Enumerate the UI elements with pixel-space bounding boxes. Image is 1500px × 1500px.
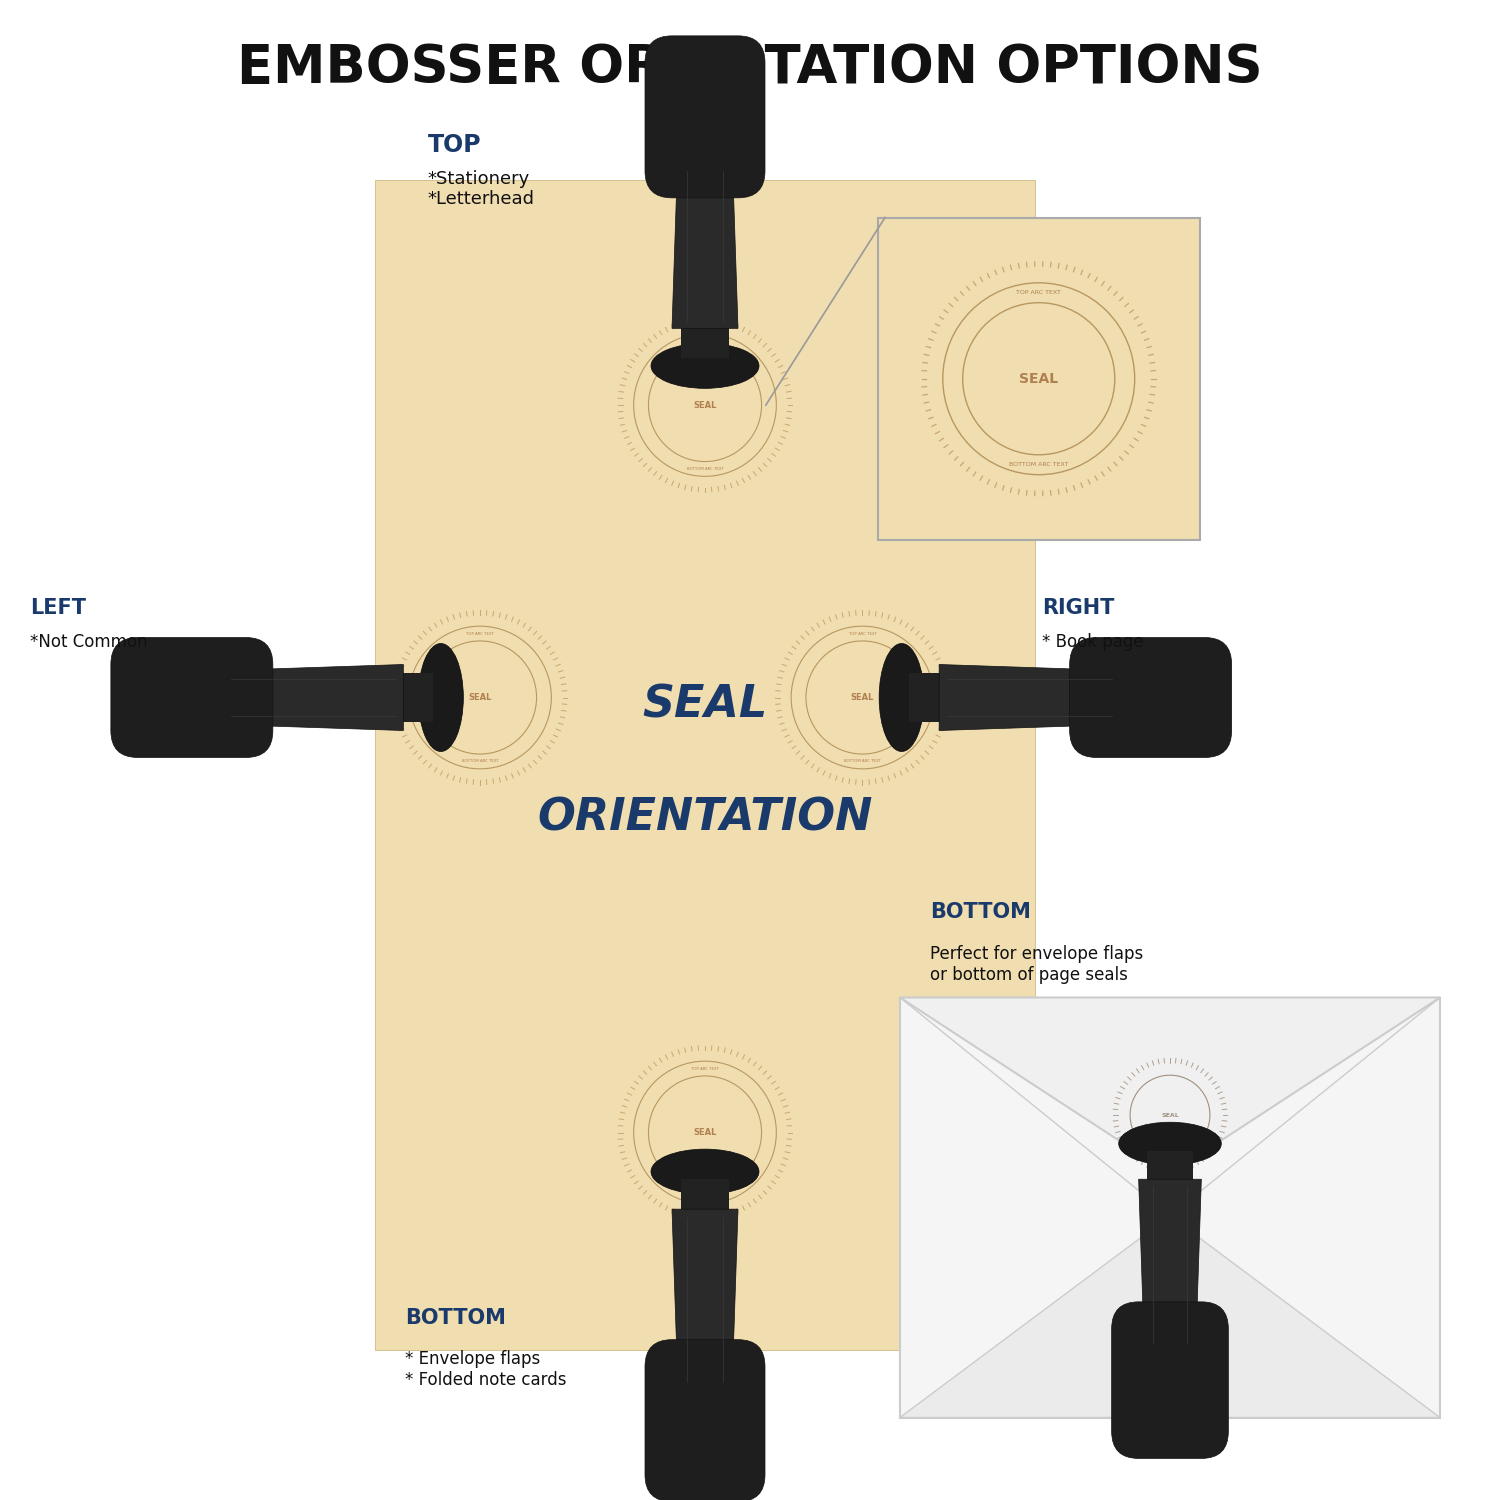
FancyBboxPatch shape xyxy=(878,217,1200,540)
Text: BOTTOM ARC TEXT: BOTTOM ARC TEXT xyxy=(687,466,723,471)
Ellipse shape xyxy=(1119,1122,1221,1166)
FancyBboxPatch shape xyxy=(1112,1302,1228,1458)
Text: TOP ARC TEXT: TOP ARC TEXT xyxy=(466,632,494,636)
FancyBboxPatch shape xyxy=(1070,638,1232,758)
Text: SEAL: SEAL xyxy=(642,684,768,726)
FancyBboxPatch shape xyxy=(645,36,765,198)
Text: *Stationery
*Letterhead: *Stationery *Letterhead xyxy=(427,170,534,208)
Text: TOP: TOP xyxy=(427,134,482,158)
FancyBboxPatch shape xyxy=(681,321,729,358)
Text: SEAL: SEAL xyxy=(693,1128,717,1137)
FancyBboxPatch shape xyxy=(900,998,1440,1418)
FancyBboxPatch shape xyxy=(645,1340,765,1500)
Text: SEAL: SEAL xyxy=(850,693,874,702)
Polygon shape xyxy=(900,1216,1440,1417)
Text: TOP ARC TEXT: TOP ARC TEXT xyxy=(692,1066,718,1071)
Text: TOP ARC TEXT: TOP ARC TEXT xyxy=(1017,291,1060,296)
Text: LEFT: LEFT xyxy=(30,598,86,618)
Polygon shape xyxy=(672,1209,738,1389)
Ellipse shape xyxy=(651,1149,759,1194)
Ellipse shape xyxy=(879,644,924,752)
Text: * Book page: * Book page xyxy=(1042,633,1144,651)
Text: EMBOSSER ORIENTATION OPTIONS: EMBOSSER ORIENTATION OPTIONS xyxy=(237,42,1263,93)
Text: TOP ARC TEXT: TOP ARC TEXT xyxy=(692,339,718,344)
Polygon shape xyxy=(900,998,1440,1174)
Text: BOTTOM: BOTTOM xyxy=(930,903,1030,922)
Text: TOP ARC TEXT: TOP ARC TEXT xyxy=(849,632,876,636)
Text: BOTTOM ARC TEXT: BOTTOM ARC TEXT xyxy=(1010,462,1068,466)
Polygon shape xyxy=(1138,1179,1202,1350)
Text: SEAL: SEAL xyxy=(468,693,492,702)
FancyBboxPatch shape xyxy=(375,180,1035,1350)
Text: BOTTOM: BOTTOM xyxy=(405,1308,506,1328)
Text: * Envelope flaps
* Folded note cards: * Envelope flaps * Folded note cards xyxy=(405,1350,567,1389)
Ellipse shape xyxy=(419,644,464,752)
FancyBboxPatch shape xyxy=(396,674,433,722)
Text: Perfect for envelope flaps
or bottom of page seals: Perfect for envelope flaps or bottom of … xyxy=(930,945,1143,984)
FancyBboxPatch shape xyxy=(681,1179,729,1216)
Text: SEAL: SEAL xyxy=(1019,372,1059,386)
Text: BOTTOM ARC TEXT: BOTTOM ARC TEXT xyxy=(687,1194,723,1198)
Text: SEAL: SEAL xyxy=(1161,1113,1179,1118)
FancyBboxPatch shape xyxy=(111,638,273,758)
Text: BOTTOM ARC TEXT: BOTTOM ARC TEXT xyxy=(844,759,880,764)
Polygon shape xyxy=(939,664,1119,730)
Polygon shape xyxy=(224,664,404,730)
Polygon shape xyxy=(672,148,738,328)
Text: RIGHT: RIGHT xyxy=(1042,598,1114,618)
Text: ORIENTATION: ORIENTATION xyxy=(537,796,873,838)
Text: BOTTOM ARC TEXT: BOTTOM ARC TEXT xyxy=(462,759,498,764)
FancyBboxPatch shape xyxy=(909,674,946,722)
FancyBboxPatch shape xyxy=(1148,1150,1192,1186)
Ellipse shape xyxy=(651,344,759,388)
Text: *Not Common: *Not Common xyxy=(30,633,147,651)
Text: SEAL: SEAL xyxy=(693,400,717,410)
